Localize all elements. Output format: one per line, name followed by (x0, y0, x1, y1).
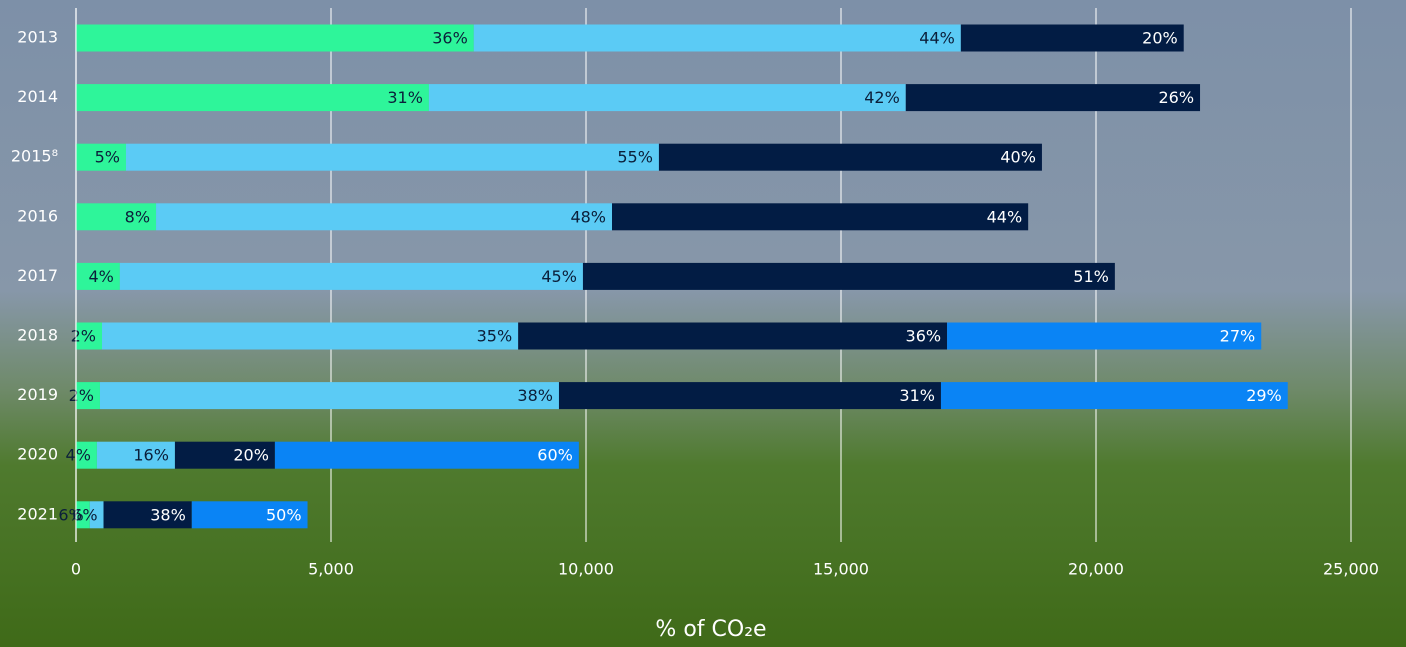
data-label: 36% (432, 29, 468, 48)
bar-segment (76, 382, 100, 410)
data-label: 48% (570, 207, 606, 226)
data-label: 36% (906, 327, 942, 346)
data-label: 44% (987, 207, 1023, 226)
y-tick-label: 2018 (17, 326, 58, 345)
bar-segment (191, 501, 308, 529)
bar-segment (960, 24, 1184, 52)
data-label: 27% (1220, 327, 1256, 346)
bar-segment (156, 203, 613, 231)
data-label: 44% (919, 29, 955, 48)
y-tick-label: 2017 (17, 266, 58, 285)
bar-segment (119, 262, 583, 290)
x-tick-label: 0 (71, 560, 81, 579)
data-label: 31% (899, 386, 935, 405)
bar-segment (905, 84, 1201, 112)
x-tick-label: 20,000 (1068, 560, 1124, 579)
bar-segment (174, 441, 275, 469)
bar-segment (76, 262, 120, 290)
y-tick-label: 2020 (17, 445, 58, 464)
bar-segment (125, 143, 659, 171)
bar-segment (428, 84, 906, 112)
data-label: 16% (133, 446, 169, 465)
bar-segment (473, 24, 961, 52)
data-label: 50% (266, 505, 302, 524)
x-tick-label: 5,000 (308, 560, 354, 579)
data-label: 38% (517, 386, 553, 405)
bar-segment (274, 441, 579, 469)
bar-segment (76, 322, 103, 350)
bar-segment (76, 84, 429, 112)
data-label: 55% (617, 148, 653, 167)
bar-segment (96, 441, 175, 469)
y-tick-label: 2015⁸ (11, 147, 58, 166)
data-label: 42% (864, 88, 900, 107)
bar-segment (76, 203, 157, 231)
y-tick-label: 2013 (17, 28, 58, 47)
data-label: 20% (1142, 29, 1178, 48)
bar-segment (76, 143, 126, 171)
data-label: 4% (88, 267, 113, 286)
bar-segment (582, 262, 1115, 290)
data-label: 60% (537, 446, 573, 465)
data-label: 51% (1073, 267, 1109, 286)
data-label: 2% (69, 386, 94, 405)
bar-segment (99, 382, 559, 410)
data-label: 6% (72, 505, 97, 524)
bar-segment (947, 322, 1262, 350)
bar-segment (518, 322, 948, 350)
data-label: 6% (58, 505, 83, 524)
bar-segment (658, 143, 1042, 171)
x-tick-label: 25,000 (1323, 560, 1379, 579)
data-label: 38% (150, 505, 186, 524)
bar-segment (76, 441, 97, 469)
bar-segment (103, 501, 192, 529)
data-label: 29% (1246, 386, 1282, 405)
x-tick-label: 15,000 (813, 560, 869, 579)
x-axis-label: % of CO₂e (655, 617, 766, 642)
data-label: 40% (1000, 148, 1036, 167)
data-label: 20% (233, 446, 269, 465)
y-tick-label: 2016 (17, 206, 58, 225)
data-label: 8% (125, 207, 150, 226)
y-tick-label: 2019 (17, 385, 58, 404)
bar-segment (89, 501, 104, 529)
data-label: 2% (71, 327, 96, 346)
data-label: 31% (387, 88, 423, 107)
bar-segment (558, 382, 941, 410)
y-tick-label: 2021 (17, 504, 58, 523)
data-label: 5% (95, 148, 120, 167)
x-tick-label: 10,000 (558, 560, 614, 579)
data-label: 45% (541, 267, 577, 286)
data-label: 26% (1158, 88, 1194, 107)
bar-segment (102, 322, 519, 350)
bar-segment (76, 24, 474, 52)
y-tick-label: 2014 (17, 87, 58, 106)
data-label: 35% (477, 327, 513, 346)
bar-segment (612, 203, 1029, 231)
data-label: 4% (66, 446, 91, 465)
bar-segment (76, 501, 90, 529)
bar-segment (940, 382, 1288, 410)
